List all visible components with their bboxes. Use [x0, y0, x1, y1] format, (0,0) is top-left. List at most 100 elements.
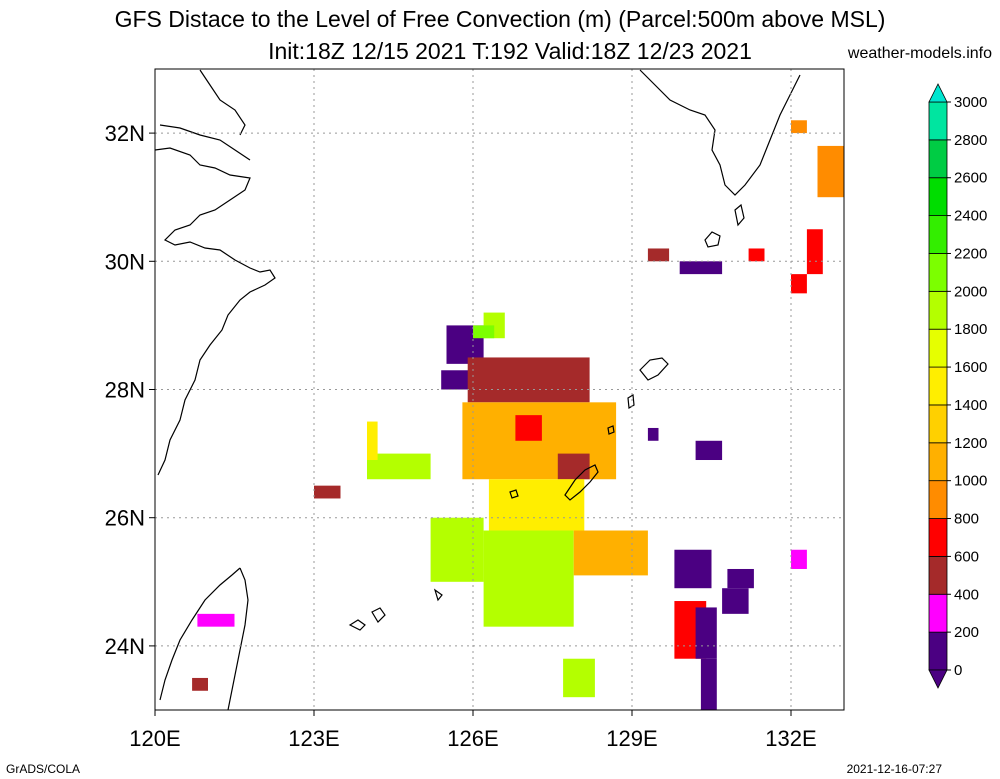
grid-layer [155, 69, 844, 710]
y-tick-label-4: 32N [105, 121, 145, 146]
coastline-china [155, 147, 276, 476]
coastline-island-1 [704, 231, 721, 248]
colorbar-label-3: 600 [954, 548, 979, 565]
site-label: weather-models.info [847, 45, 992, 62]
colorbar-swatch-6 [928, 404, 948, 444]
x-tick-label-2: 126E [447, 726, 498, 751]
colorbar-label-0: 0 [954, 662, 962, 679]
colorbar-label-14: 2800 [954, 132, 987, 149]
colorbar-swatch-10 [928, 253, 948, 292]
field-cell-27 [791, 274, 807, 294]
field-cell-2 [441, 370, 473, 390]
y-tick-label-1: 26N [105, 506, 145, 531]
data-field-layer [192, 120, 844, 710]
field-cell-20 [695, 607, 717, 659]
field-cell-7 [488, 479, 585, 531]
x-tick-label-3: 129E [606, 726, 657, 751]
field-cell-18 [674, 549, 712, 589]
x-tick-label-4: 132E [765, 726, 816, 751]
colorbar: 0 200 400 600 800 1000 1200 1400 1600 1800 2000 220… [928, 83, 987, 689]
field-cell-3 [467, 357, 590, 403]
colorbar-swatch-11 [928, 215, 948, 254]
coastline-layer [155, 69, 801, 710]
field-cell-17 [695, 440, 723, 461]
coastline-taiwan-east [227, 567, 249, 710]
field-cell-32 [563, 658, 595, 698]
colorbar-label-12: 2400 [954, 208, 987, 225]
y-tick-label-0: 24N [105, 634, 145, 659]
field-cell-25 [817, 145, 844, 198]
colorbar-swatch-8 [928, 328, 948, 368]
colorbar-label-15: 3000 [954, 94, 987, 111]
colorbar-label-7: 1400 [954, 397, 987, 414]
coastline-island-6 [433, 588, 443, 602]
coastline-island-5 [371, 607, 386, 623]
field-cell-16 [647, 427, 659, 441]
field-cell-31 [192, 677, 208, 691]
colorbar-swatch-2 [928, 556, 948, 595]
field-cell-15 [679, 261, 723, 275]
colorbar-label-8: 1600 [954, 359, 987, 376]
colorbar-swatch-13 [928, 139, 948, 179]
coastline-taiwan [159, 567, 241, 701]
colorbar-label-2: 400 [954, 586, 979, 603]
colorbar-label-10: 2000 [954, 283, 987, 300]
field-cell-26 [806, 229, 823, 275]
coastline-okinawa [564, 464, 599, 501]
colorbar-swatch-14 [928, 101, 948, 141]
coastline-island-2 [734, 203, 745, 227]
colorbar-label-6: 1200 [954, 435, 987, 452]
coastline-japan-kyushu [639, 69, 801, 196]
colorbar-over-arrow [928, 83, 948, 103]
field-cell-12 [367, 421, 378, 461]
field-cell-28 [748, 248, 765, 262]
field-cell-22 [727, 568, 754, 589]
colorbar-swatch-1 [928, 593, 948, 633]
colorbar-swatch-9 [928, 290, 948, 330]
field-cell-9 [483, 530, 574, 627]
field-cell-8 [430, 517, 484, 582]
timestamp-label: 2021-12-16-07:27 [846, 762, 942, 776]
field-cell-23 [722, 588, 749, 614]
field-cell-21 [700, 658, 717, 710]
colorbar-label-1: 200 [954, 624, 979, 641]
colorbar-swatch-4 [928, 480, 948, 519]
coastline-yangtze [159, 124, 251, 161]
chart-subtitle: Init:18Z 12/15 2021 T:192 Valid:18Z 12/2… [268, 38, 752, 64]
field-cell-24 [791, 120, 807, 134]
colorbar-label-4: 800 [954, 511, 979, 528]
colorbar-label-11: 2200 [954, 245, 987, 262]
y-axis: 24N 26N 28N 30N 32N [105, 121, 155, 659]
chart-title: GFS Distace to the Level of Free Convect… [114, 6, 886, 32]
colorbar-label-5: 1000 [954, 473, 987, 490]
y-tick-label-2: 28N [105, 378, 145, 403]
x-tick-label-0: 120E [129, 726, 180, 751]
colorbar-label-9: 1800 [954, 321, 987, 338]
colorbar-swatch-7 [928, 366, 948, 406]
coastline-island-4 [348, 619, 366, 631]
field-cell-33 [473, 325, 495, 339]
coastline-island-7 [509, 489, 519, 499]
coastline-north [199, 69, 246, 136]
field-cell-14 [647, 248, 670, 262]
colorbar-swatch-3 [928, 518, 948, 557]
colorbar-label-13: 2600 [954, 170, 987, 187]
coastline-island-9 [607, 425, 615, 435]
x-tick-label-1: 123E [288, 726, 339, 751]
colorbar-swatch-5 [928, 442, 948, 482]
colorbar-under-arrow [928, 669, 948, 689]
credit-label: GrADS/COLA [6, 762, 81, 776]
colorbar-swatch-12 [928, 177, 948, 217]
coastline-island-3 [639, 357, 669, 381]
field-cell-30 [197, 613, 235, 627]
x-axis: 120E 123E 126E 129E 132E [129, 710, 817, 751]
field-cell-29 [791, 549, 807, 569]
field-cell-6 [557, 453, 590, 480]
field-cell-5 [515, 415, 542, 441]
colorbar-swatch-0 [928, 631, 948, 671]
y-tick-label-3: 30N [105, 249, 145, 274]
coastline-island-8 [627, 393, 635, 410]
field-cell-10 [573, 530, 648, 576]
field-cell-13 [314, 485, 341, 499]
